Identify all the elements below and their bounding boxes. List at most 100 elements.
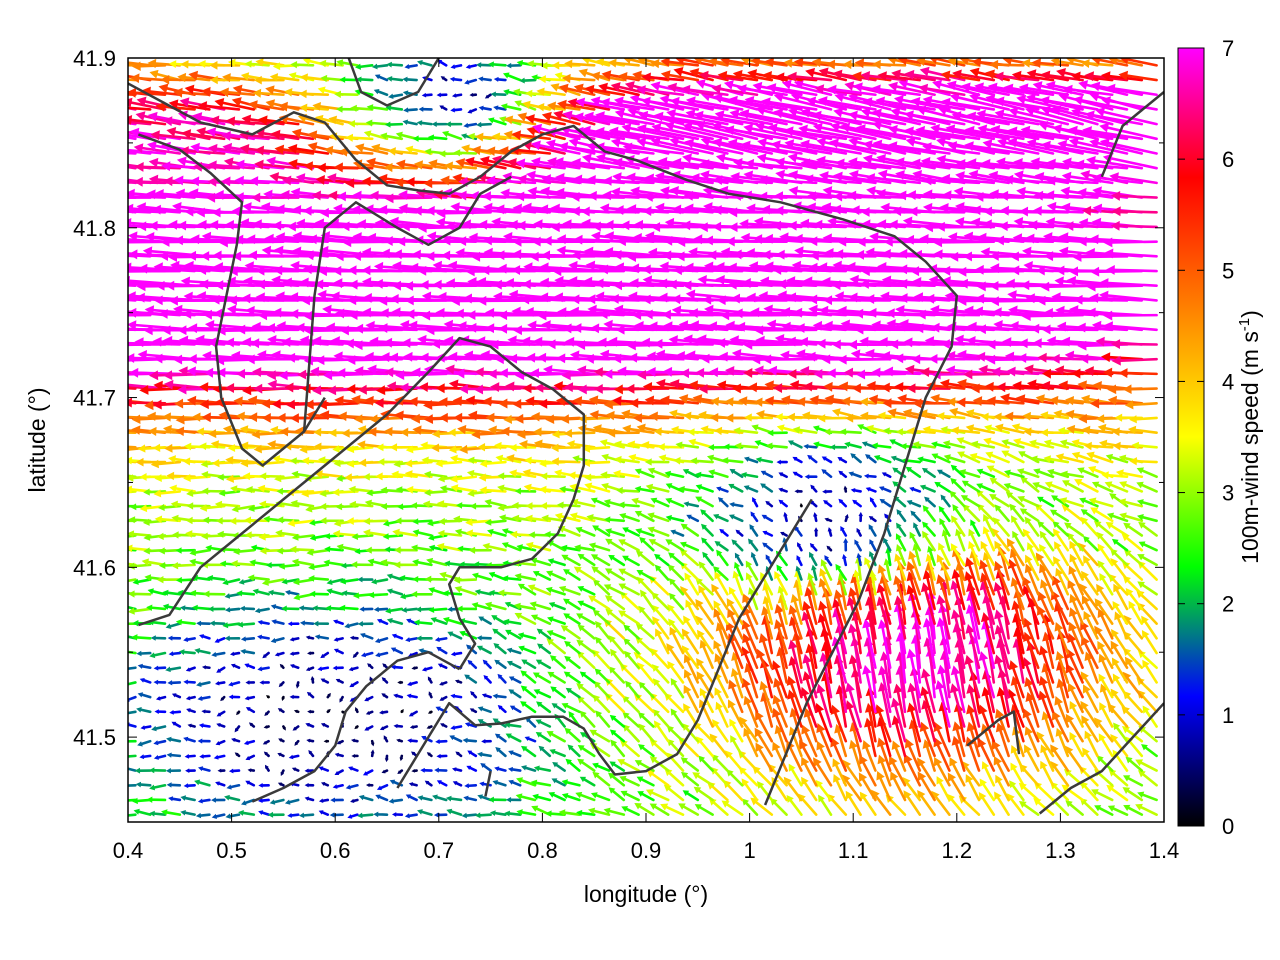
wind-arrow <box>622 555 640 567</box>
wind-arrow <box>140 725 152 730</box>
wind-arrow <box>278 562 300 570</box>
wind-arrow <box>1111 190 1158 201</box>
wind-arrow <box>454 679 463 684</box>
wind-arrow <box>320 723 330 728</box>
wind-arrow <box>604 516 626 524</box>
wind-arrow <box>278 738 285 743</box>
wind-arrow <box>1022 708 1040 743</box>
y-axis-label: latitude (°) <box>24 387 50 492</box>
wind-arrow <box>324 546 344 553</box>
wind-arrow <box>165 767 182 774</box>
wind-arrow <box>702 551 714 567</box>
wind-arrow <box>464 783 478 789</box>
wind-arrow <box>333 619 344 625</box>
wind-arrow <box>484 601 507 611</box>
wind-arrow <box>433 812 448 818</box>
y-tick-label: 41.9 <box>73 46 116 71</box>
wind-arrow <box>408 710 418 717</box>
wind-arrow <box>427 676 433 684</box>
wind-arrow <box>1094 598 1114 625</box>
wind-arrow <box>416 635 433 642</box>
wind-arrow <box>357 812 374 819</box>
wind-arrow <box>1052 528 1070 552</box>
wind-arrow <box>384 121 404 128</box>
wind-arrow <box>461 812 478 819</box>
wind-arrow <box>683 684 700 714</box>
wind-arrow <box>924 496 936 508</box>
y-tick-label: 41.6 <box>73 555 116 580</box>
wind-arrow <box>258 810 270 816</box>
wind-arrow <box>439 105 448 111</box>
wind-arrow <box>289 545 315 554</box>
wind-arrow <box>198 766 211 772</box>
wind-arrow <box>648 539 670 552</box>
wind-arrow <box>153 665 167 671</box>
wind-arrow <box>807 572 818 596</box>
wind-arrow <box>906 648 922 699</box>
wind-arrow <box>199 634 211 640</box>
wind-arrow <box>1081 570 1099 596</box>
wind-arrow <box>917 790 936 816</box>
wind-arrow <box>262 739 270 745</box>
wind-arrow <box>462 737 478 744</box>
wind-arrow <box>428 691 433 699</box>
wind-arrow <box>696 671 714 699</box>
wind-arrow <box>426 725 433 729</box>
wind-arrow <box>773 677 788 714</box>
wind-arrow <box>941 529 951 552</box>
wind-arrow <box>506 62 522 69</box>
wind-arrow <box>451 93 463 98</box>
wind-arrow <box>759 680 774 714</box>
wind-arrow <box>211 813 226 820</box>
wind-arrow <box>667 564 685 581</box>
wind-arrow <box>1112 673 1129 699</box>
wind-arrow <box>476 645 492 655</box>
wind-arrow <box>381 677 389 684</box>
wind-arrow <box>1024 554 1040 581</box>
wind-arrow <box>567 744 581 758</box>
wind-arrow <box>488 571 507 581</box>
wind-arrow <box>1068 565 1084 596</box>
wind-arrow <box>382 663 389 670</box>
wind-arrow <box>1103 237 1158 248</box>
wind-arrow <box>474 589 492 596</box>
wind-arrow <box>760 470 774 479</box>
wind-arrow <box>128 681 137 686</box>
wind-arrow <box>171 561 196 570</box>
wind-arrow <box>854 58 892 69</box>
wind-arrow <box>820 558 833 581</box>
wind-arrow <box>336 543 359 552</box>
wind-arrow <box>819 568 833 596</box>
wind-arrow <box>1094 625 1114 655</box>
wind-arrow <box>201 665 211 670</box>
wind-arrow <box>458 561 478 568</box>
wind-arrow <box>947 772 966 802</box>
wind-arrow <box>848 739 862 772</box>
wind-arrow <box>741 798 759 816</box>
wind-arrow <box>517 632 537 640</box>
wind-arrow <box>139 677 152 684</box>
wind-arrow <box>936 594 951 640</box>
wind-arrow <box>1141 615 1158 640</box>
wind-arrow <box>1137 554 1158 567</box>
wind-arrow <box>1083 555 1099 581</box>
wind-arrow <box>161 809 182 816</box>
wind-arrow <box>148 767 167 774</box>
wind-arrow <box>1135 803 1158 816</box>
wind-arrow <box>565 758 581 772</box>
wind-arrow <box>730 735 744 758</box>
wind-arrow <box>402 76 418 83</box>
wind-arrow <box>183 736 196 743</box>
wind-arrow <box>240 648 256 655</box>
wind-arrow <box>877 619 892 670</box>
wind-arrow <box>547 616 566 625</box>
wind-arrow <box>320 782 330 787</box>
wind-arrow <box>304 783 315 788</box>
wind-arrow <box>823 499 833 508</box>
wind-arrow <box>881 472 892 479</box>
wind-arrow <box>487 528 507 537</box>
wind-arrow <box>575 526 596 537</box>
wind-arrow <box>335 678 344 684</box>
wind-arrow <box>638 605 655 625</box>
wind-arrow <box>877 665 892 714</box>
